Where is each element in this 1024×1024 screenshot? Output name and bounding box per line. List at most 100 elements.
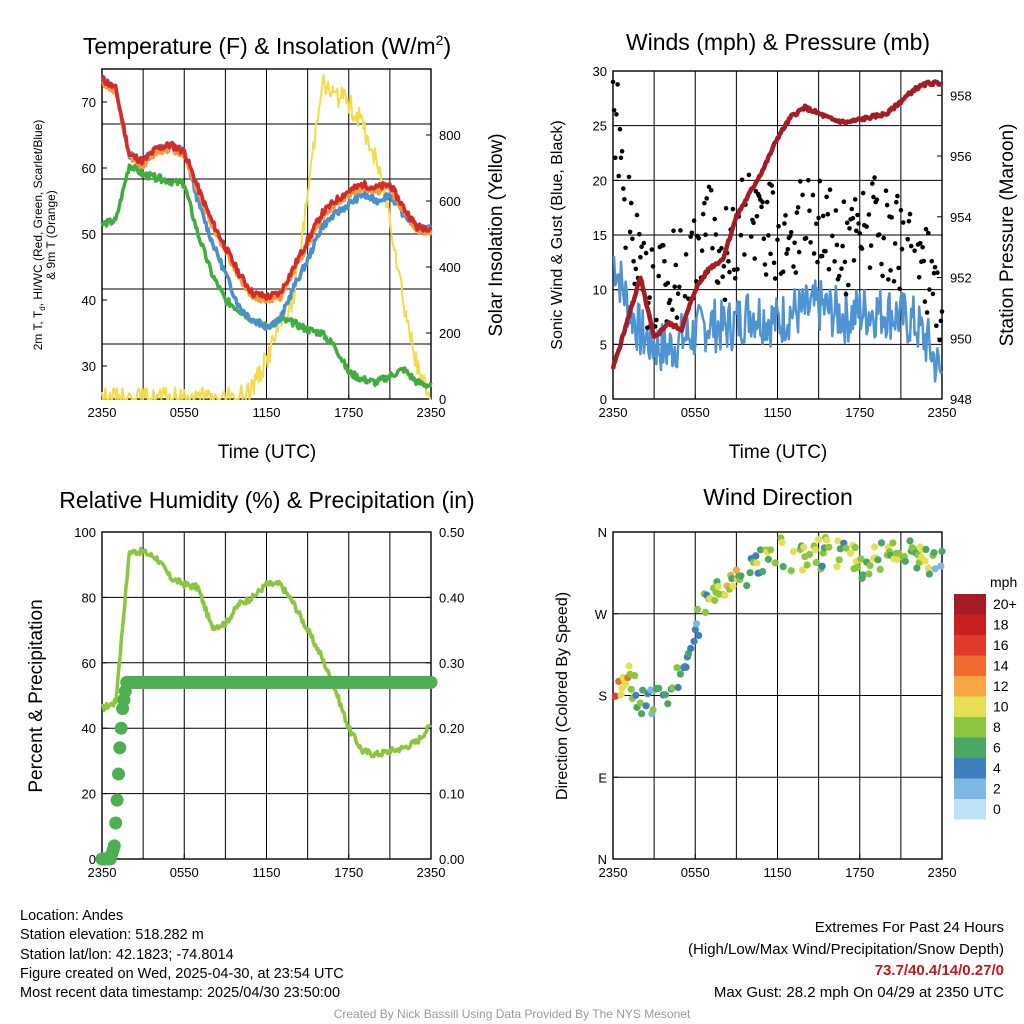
gust-point	[775, 237, 780, 243]
gust-point	[916, 275, 922, 280]
direction-point	[812, 558, 820, 567]
gust-point	[713, 232, 719, 237]
colorbar-title: mph	[990, 574, 1017, 590]
dir-xtick-label: 2350	[928, 865, 957, 880]
gust-point	[874, 197, 880, 202]
temp-ylabel-left: 2m T, Td, HI/WC (Red, Green, Scarlet/Blu…	[31, 120, 58, 351]
gust-point	[859, 246, 865, 251]
gust-point	[856, 221, 861, 226]
gust-point	[675, 291, 681, 297]
dir-xtick-label: 0550	[681, 865, 710, 880]
gust-point	[872, 175, 877, 180]
gust-point	[886, 277, 891, 282]
dir-title: Wind Direction	[703, 484, 853, 510]
dir-ytick-label: N	[598, 525, 607, 540]
direction-point	[668, 684, 677, 692]
wind-title: Winds (mph) & Pressure (mb)	[626, 29, 930, 55]
wind-y2tick-label: 952	[950, 271, 972, 286]
gust-point	[621, 186, 626, 191]
gust-point	[667, 297, 673, 303]
direction-point	[842, 544, 850, 552]
gust-point	[868, 243, 874, 248]
temp-xlabel: Time (UTC)	[218, 442, 317, 463]
gust-point	[787, 234, 793, 239]
rh-line	[101, 546, 433, 759]
gust-point	[932, 265, 938, 270]
gust-point	[852, 197, 858, 202]
gust-point	[803, 235, 809, 241]
gust-point	[817, 178, 823, 184]
gust-point	[772, 276, 778, 281]
colorbar-label: 16	[993, 637, 1009, 653]
gust-point	[759, 204, 764, 210]
direction-point	[691, 626, 699, 634]
gust-point	[647, 295, 652, 300]
gust-point	[770, 190, 776, 195]
rh-ytick-label: 0	[89, 852, 96, 867]
direction-point	[924, 564, 932, 572]
direction-point	[673, 664, 681, 672]
gust-point	[939, 309, 945, 314]
rh-title: Relative Humidity (%) & Precipitation (i…	[59, 487, 474, 513]
gust-point	[894, 199, 899, 205]
direction-point	[871, 543, 879, 551]
gust-point	[826, 267, 832, 272]
gust-point	[922, 299, 928, 304]
gust-point	[721, 264, 727, 269]
gust-point	[891, 279, 897, 284]
gust-point	[934, 323, 939, 329]
direction-point	[895, 549, 903, 557]
gust-point	[840, 243, 845, 249]
direction-point	[655, 684, 663, 693]
gust-point	[616, 173, 621, 179]
sonic-wind-line	[612, 255, 944, 383]
gust-point	[731, 267, 737, 273]
gust-point	[819, 253, 825, 259]
direction-point	[625, 662, 633, 670]
wind-ytick-label: 0	[600, 392, 607, 407]
gust-point	[638, 254, 643, 260]
direction-point	[632, 691, 640, 699]
direction-point	[778, 538, 786, 547]
gust-point	[823, 249, 828, 254]
temp-xtick-label: 1150	[253, 405, 281, 420]
extremes-title: Extremes For Past 24 Hours	[814, 919, 1004, 936]
gust-point	[931, 270, 937, 276]
gust-point	[702, 200, 707, 206]
wind-ytick-label: 15	[593, 228, 607, 243]
direction-point	[638, 710, 646, 718]
gust-point	[820, 213, 826, 219]
gust-point	[796, 249, 802, 255]
gust-point	[871, 194, 876, 200]
gust-point	[926, 230, 931, 236]
gust-point	[807, 208, 812, 213]
rh-ytick-label: 0.50	[439, 525, 464, 540]
gust-point	[830, 233, 835, 239]
direction-point	[815, 535, 823, 544]
winds-panel: Winds (mph) & Pressure (mb) 2350 0550 1150…	[549, 29, 1018, 463]
gust-point	[846, 282, 851, 288]
gust-point	[630, 236, 635, 242]
gust-point	[898, 207, 904, 213]
gust-point	[794, 210, 800, 215]
direction-point	[753, 559, 761, 567]
station-info: Location: Andes Station elevation: 518.2…	[20, 907, 344, 1003]
gust-point	[683, 252, 689, 257]
direction-point	[823, 536, 831, 544]
rh-xtick-label: 2350	[417, 865, 446, 880]
gust-point	[739, 177, 745, 183]
direction-point	[622, 680, 630, 688]
gust-point	[912, 248, 917, 253]
gust-point	[678, 228, 683, 233]
gust-point	[924, 310, 930, 315]
gust-point	[715, 280, 721, 286]
rh-xtick-label: 1150	[253, 865, 281, 880]
direction-point	[825, 543, 833, 551]
gust-point	[670, 307, 675, 313]
temp-y2tick-label: 800	[439, 128, 461, 143]
gust-point	[895, 193, 900, 199]
temp-xtick-label: 0550	[170, 405, 199, 420]
direction-point	[711, 596, 719, 605]
direction-point	[876, 565, 884, 574]
extremes-subtitle: (High/Low/Max Wind/Precipitation/Snow De…	[688, 940, 1004, 958]
